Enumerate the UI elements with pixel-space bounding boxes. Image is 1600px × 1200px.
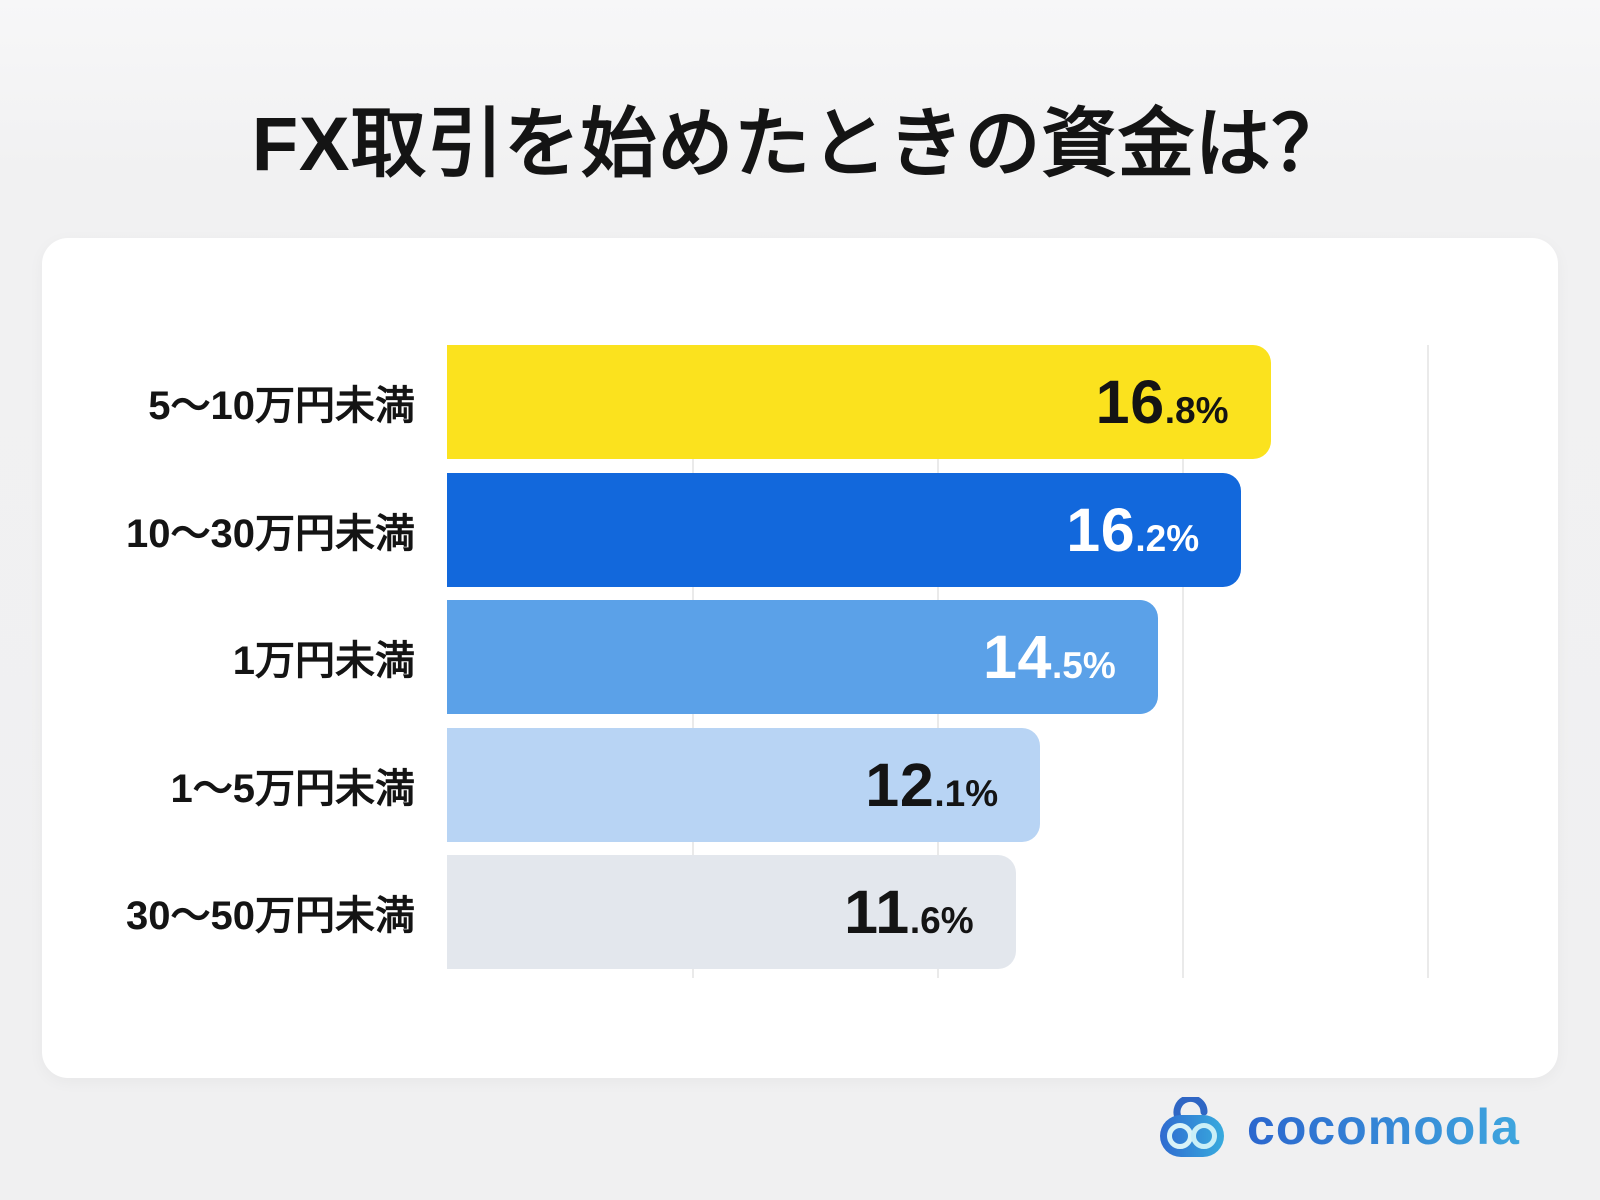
brand-logo: cocomoola [1159,1094,1520,1160]
mascot-left-eye [1167,1123,1194,1149]
bar-row-5: 30〜50万円未満 11.6% [42,855,1558,969]
value-label: 12.1% [865,750,998,820]
category-label: 5〜10万円未満 [148,384,415,428]
gridline-15pct [1182,345,1185,978]
mascot-right-eye [1191,1123,1218,1149]
value-label: 16.2% [1066,495,1199,565]
bar: 16.2% [447,472,1242,587]
chart-title: FX取引を始めたときの資金は？ [251,102,1349,187]
brand-logo-text: cocomoola [1247,1099,1520,1155]
value-label-int: 11 [844,878,910,946]
mascot-antenna [1173,1097,1208,1123]
bar-row-3: 1万円未満 14.5% [42,600,1558,714]
category-label: 30〜50万円未満 [126,894,415,938]
value-label-int: 12 [865,750,935,819]
value-label: 14.5% [983,622,1116,692]
bar-row-2: 10〜30万円未満 16.2% [42,472,1558,587]
value-label-frac: .5% [1052,645,1116,686]
category-label: 10〜30万円未満 [126,511,415,556]
value-label-int: 16 [1066,495,1136,564]
bar: 12.1% [447,727,1041,842]
bar: 16.8% [447,345,1271,459]
value-label-frac: .6% [909,900,974,941]
value-label: 16.8% [1096,367,1229,437]
value-label-frac: .1% [934,772,999,814]
bar: 11.6% [447,855,1016,969]
value-label-int: 14 [982,623,1053,691]
bar-row-4: 1〜5万円未満 12.1% [42,727,1558,842]
gridline-20pct [1427,345,1430,978]
category-label: 1万円未満 [232,639,415,683]
value-label-int: 16 [1095,368,1165,436]
value-label-frac: .8% [1164,390,1229,431]
chart-card: 5〜10万円未満 16.8% 10〜30万円未満 16.2% 1万円未満 14.… [42,238,1558,1078]
bar-row-1: 5〜10万円未満 16.8% [42,345,1558,459]
bar: 14.5% [447,600,1158,714]
category-label: 1〜5万円未満 [170,766,416,811]
value-label: 11.6% [844,877,973,947]
cocomoola-mascot-icon [1160,1097,1225,1157]
value-label-frac: .2% [1135,517,1200,559]
